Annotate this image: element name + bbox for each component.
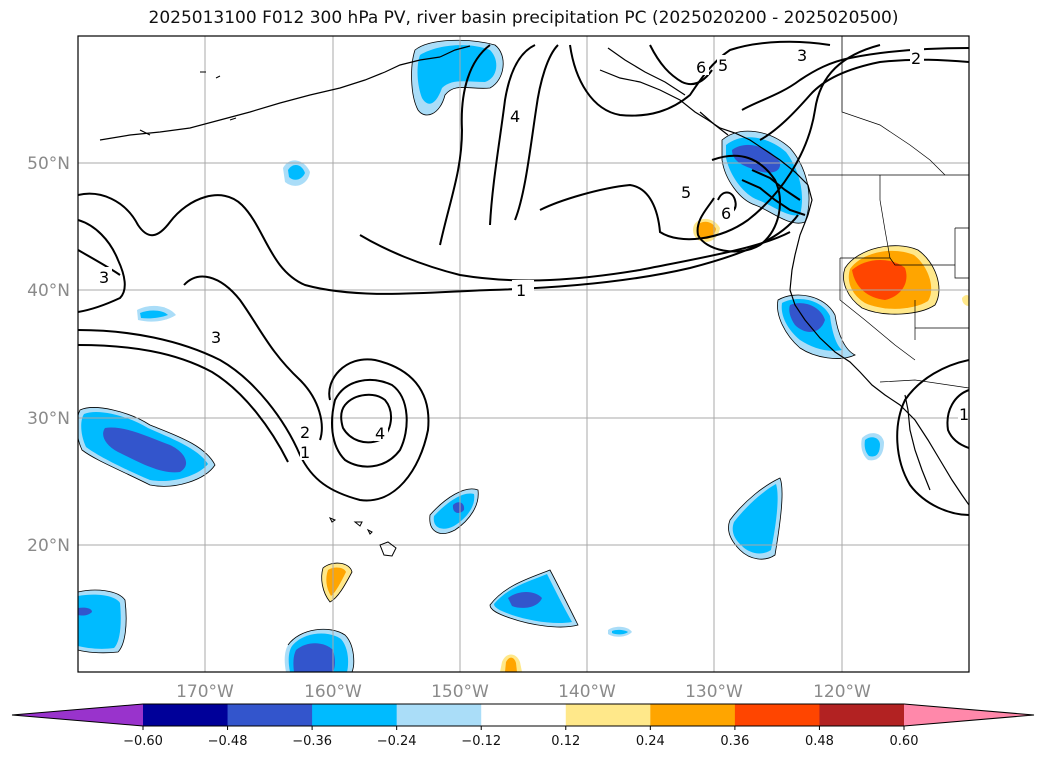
pv-contours: [78, 40, 969, 516]
colorbar-tick-label: −0.24: [377, 734, 417, 749]
colorbar-extend-low: [12, 704, 143, 726]
contour-label-6a: 6: [696, 58, 706, 77]
islands: [200, 71, 397, 557]
contour-label-2: 2: [300, 423, 310, 442]
map-title: 2025013100 F012 300 hPa PV, river basin …: [148, 8, 899, 28]
coastlines: [99, 45, 969, 506]
lon-label-140w: 140°W: [558, 682, 616, 702]
colorbar-tick-label: 0.60: [890, 734, 919, 749]
map-frame: [77, 35, 970, 673]
colorbar-tick-label: −0.60: [123, 734, 163, 749]
lat-label-20n: 20°N: [27, 536, 70, 556]
colorbar: −0.60 −0.48 −0.36 −0.24 −0.12 0.12 0.24 0.36 0.4…: [11, 703, 1035, 749]
contour-label-4a: 4: [375, 424, 385, 443]
colorbar-segment: [227, 704, 313, 726]
colorbar-segment: [565, 704, 651, 726]
lat-label-40n: 40°N: [27, 281, 70, 301]
lon-label-160w: 160°W: [304, 682, 362, 702]
contour-label-5b: 5: [718, 56, 728, 75]
map-panel: 1 2 1 3 3 4 4 5 5 6 6 3 2 1: [78, 36, 969, 672]
colorbar-segment: [143, 704, 229, 726]
colorbar-extend-high: [904, 704, 1034, 726]
lon-label-130w: 130°W: [685, 682, 743, 702]
contour-label-1c: 1: [959, 405, 969, 424]
contour-label-2b: 2: [911, 49, 921, 68]
contour-label-1b: 1: [300, 443, 310, 462]
colorbar-tick-label: 0.48: [805, 734, 834, 749]
contour-label-4b: 4: [510, 107, 520, 126]
colorbar-tick-label: −0.36: [292, 734, 332, 749]
colorbar-tick-label: 0.24: [636, 734, 665, 749]
precip-outlines: [78, 39, 940, 672]
colorbar-tick-label: 0.36: [720, 734, 749, 749]
political-borders: [808, 36, 969, 389]
colorbar-segment: [396, 704, 482, 726]
lon-label-120w: 120°W: [813, 682, 871, 702]
colorbar-segment: [481, 704, 567, 726]
lat-label-30n: 30°N: [27, 409, 70, 429]
longitude-labels: 170°W 160°W 150°W 140°W 130°W 120°W: [176, 682, 871, 702]
contour-label-5a: 5: [681, 183, 691, 202]
lon-label-150w: 150°W: [431, 682, 489, 702]
colorbar-segment: [734, 704, 820, 726]
colorbar-segment: [650, 704, 736, 726]
contour-labels: 1 2 1 3 3 4 4 5 5 6 6 3 2 1: [98, 45, 969, 462]
contour-label-1: 1: [516, 281, 526, 300]
precip-positive-shading: [321, 218, 969, 672]
colorbar-segment: [819, 704, 905, 726]
lon-label-170w: 170°W: [176, 682, 234, 702]
colorbar-tick-label: −0.12: [461, 734, 501, 749]
precip-negative-shading: [78, 40, 884, 672]
contour-label-3a: 3: [99, 268, 109, 287]
contour-label-3b: 3: [211, 328, 221, 347]
colorbar-tick-label: 0.12: [551, 734, 580, 749]
latitude-labels: 50°N 40°N 30°N 20°N: [27, 154, 70, 556]
contour-label-6b: 6: [721, 204, 731, 223]
lat-label-50n: 50°N: [27, 154, 70, 174]
contour-label-3c: 3: [797, 46, 807, 65]
colorbar-tick-label: −0.48: [208, 734, 248, 749]
colorbar-segment: [312, 704, 398, 726]
